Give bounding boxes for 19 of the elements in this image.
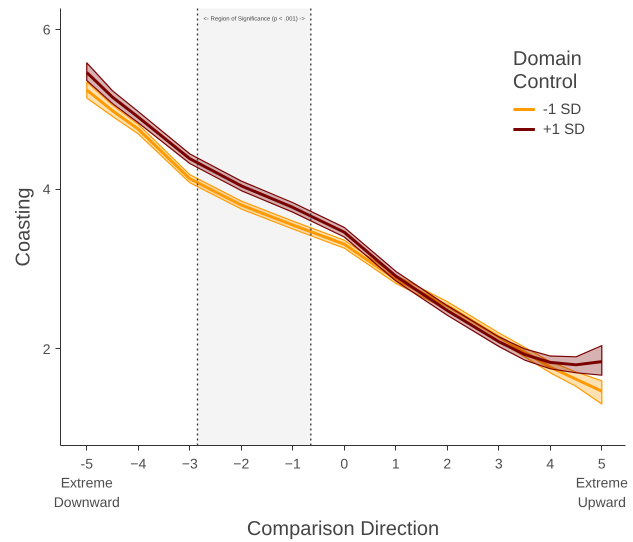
y-tick-label: 6 xyxy=(42,21,51,38)
x-axis-title: Comparison Direction xyxy=(246,518,440,540)
x-tick-label: −3 xyxy=(182,456,198,472)
x-tick-label: 3 xyxy=(494,456,503,472)
x-tick-label: −1 xyxy=(284,456,301,472)
x-tick-label: -5 Extreme Downward xyxy=(54,456,120,510)
x-tick-label: 0 xyxy=(340,456,348,472)
x-tick-label: 1 xyxy=(392,456,400,472)
x-tick-label: −2 xyxy=(233,456,250,472)
x-tick-label: 2 xyxy=(443,456,452,472)
y-tick-label: 2 xyxy=(42,340,51,357)
legend-label: -1 SD xyxy=(542,100,582,118)
y-axis-title: Coasting xyxy=(12,188,35,266)
y-tick-label: 4 xyxy=(42,181,51,198)
x-tick-label: 4 xyxy=(546,456,554,472)
legend-label: +1 SD xyxy=(542,120,585,138)
legend-title: Domain Control xyxy=(512,48,583,94)
x-tick-label: 5 Extreme Upward xyxy=(576,456,628,510)
x-tick-label: −4 xyxy=(130,456,146,472)
